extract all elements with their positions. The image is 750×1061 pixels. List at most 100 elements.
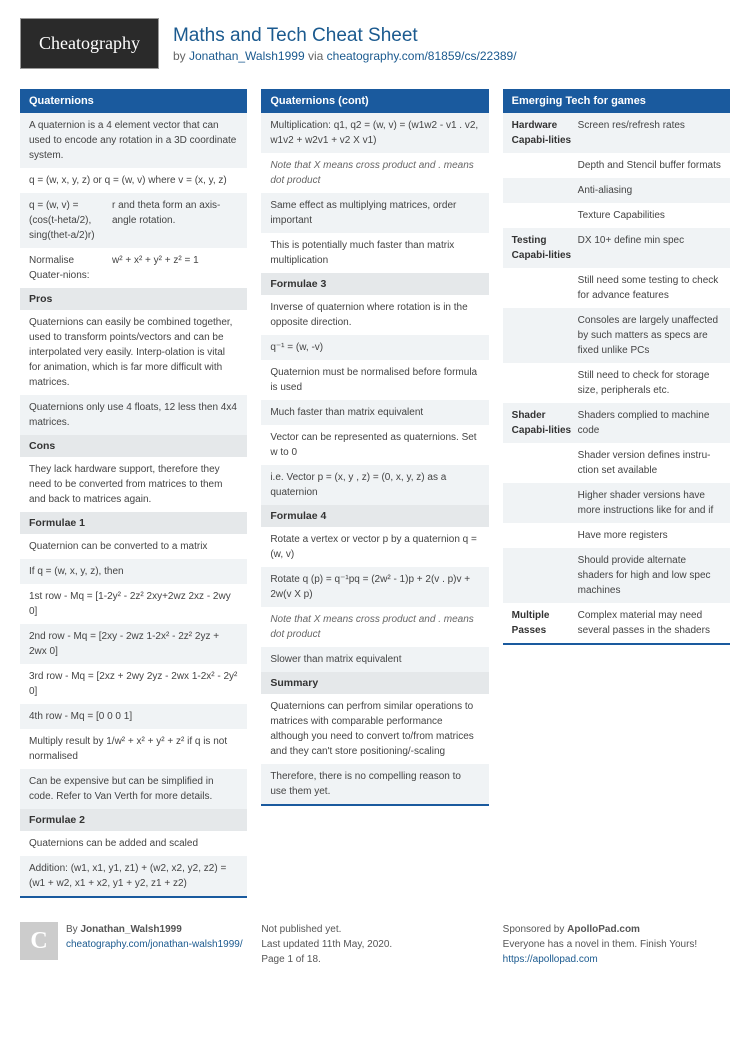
sponsor-prefix: Sponsored by xyxy=(503,924,568,935)
text-row: Vector can be represented as quaternions… xyxy=(261,425,488,465)
kv-key xyxy=(512,553,572,598)
author-link[interactable]: Jonathan_Walsh1999 xyxy=(189,49,305,63)
subheading-pros: Pros xyxy=(20,288,247,310)
text-row: Quaternion can be converted to a matrix xyxy=(20,534,247,559)
footer-author: C By Jonathan_Walsh1999 cheatography.com… xyxy=(20,922,247,967)
text-row: q = (w, x, y, z) or q = (w, v) where v =… xyxy=(20,168,247,193)
subheading-summary: Summary xyxy=(261,672,488,694)
text-row: Therefore, there is no compelling reason… xyxy=(261,764,488,806)
text-row: Quaternion must be normalised before for… xyxy=(261,360,488,400)
cheatography-icon: C xyxy=(20,922,58,960)
page-footer: C By Jonathan_Walsh1999 cheatography.com… xyxy=(0,912,750,985)
text-row: Quaternions can be added and scaled xyxy=(20,831,247,856)
page-title: Maths and Tech Cheat Sheet xyxy=(173,25,517,47)
byline-by: by xyxy=(173,49,189,63)
footer-meta-2: Last updated 11th May, 2020. xyxy=(261,937,488,952)
sponsor-name: ApolloPad.com xyxy=(567,924,640,935)
text-row: Much faster than matrix equivalent xyxy=(261,400,488,425)
kv-value: Screen res/refresh rates xyxy=(578,118,721,148)
kv-key xyxy=(512,208,572,223)
kv-key xyxy=(512,313,572,358)
kv-row: Still need some testing to check for adv… xyxy=(503,268,730,308)
text-row: Rotate a vertex or vector p by a quatern… xyxy=(261,527,488,567)
cell: r and theta form an axis-angle rotation. xyxy=(112,198,238,243)
kv-row: Higher shader versions have more instruc… xyxy=(503,483,730,523)
kv-key: Testing Capabi-lities xyxy=(512,233,572,263)
text-row: Quaternions can easily be combined toget… xyxy=(20,310,247,395)
kv-value: Should provide alternate shaders for hig… xyxy=(578,553,721,598)
text-row: Same effect as multiplying matrices, ord… xyxy=(261,193,488,233)
content-columns: Quaternions A quaternion is a 4 element … xyxy=(0,81,750,912)
kv-value: Texture Capabilities xyxy=(578,208,721,223)
byline-via: via xyxy=(305,49,327,63)
kv-row: Depth and Stencil buffer formats xyxy=(503,153,730,178)
text-row: They lack hardware support, therefore th… xyxy=(20,457,247,512)
column-1: Quaternions A quaternion is a 4 element … xyxy=(20,89,247,898)
text-row: q = (w, v) = (cos(t-heta/2), sing(thet-a… xyxy=(20,193,247,248)
byline: by Jonathan_Walsh1999 via cheatography.c… xyxy=(173,49,517,63)
subheading-formulae-2: Formulae 2 xyxy=(20,809,247,831)
sponsor-link[interactable]: https://apollopad.com xyxy=(503,954,598,965)
footer-by: By xyxy=(66,924,80,935)
kv-row: Consoles are largely unaffected by such … xyxy=(503,308,730,363)
kv-key xyxy=(512,448,572,478)
text-row: A quaternion is a 4 element vector that … xyxy=(20,113,247,168)
footer-author-name: Jonathan_Walsh1999 xyxy=(80,924,181,935)
section-header-quaternions-cont: Quaternions (cont) xyxy=(261,89,488,113)
kv-row: Hardware Capabi-litiesScreen res/refresh… xyxy=(503,113,730,153)
note-row: Note that X means cross product and . me… xyxy=(261,607,488,647)
kv-row: Shader version defines instru-ction set … xyxy=(503,443,730,483)
note-row: Note that X means cross product and . me… xyxy=(261,153,488,193)
text-row: Quaternions can perfrom similar operatio… xyxy=(261,694,488,764)
kv-row: Texture Capabilities xyxy=(503,203,730,228)
kv-value: Still need to check for storage size, pe… xyxy=(578,368,721,398)
section-header-quaternions: Quaternions xyxy=(20,89,247,113)
kv-key: Multiple Passes xyxy=(512,608,572,638)
page-header: Cheatography Maths and Tech Cheat Sheet … xyxy=(0,0,750,81)
kv-key xyxy=(512,368,572,398)
text-row: Quaternions only use 4 floats, 12 less t… xyxy=(20,395,247,435)
cell: w² + x² + y² + z² = 1 xyxy=(112,253,238,283)
kv-key xyxy=(512,273,572,303)
subheading-formulae-1: Formulae 1 xyxy=(20,512,247,534)
kv-value: Consoles are largely unaffected by such … xyxy=(578,313,721,358)
kv-value: Have more registers xyxy=(578,528,721,543)
footer-meta-3: Page 1 of 18. xyxy=(261,952,488,967)
kv-row: Shader Capabi-litiesShaders complied to … xyxy=(503,403,730,443)
kv-value: Still need some testing to check for adv… xyxy=(578,273,721,303)
text-row: Normalise Quater-nions: w² + x² + y² + z… xyxy=(20,248,247,288)
kv-value: DX 10+ define min spec xyxy=(578,233,721,263)
text-row: 4th row - Mq = [0 0 0 1] xyxy=(20,704,247,729)
logo: Cheatography xyxy=(20,18,159,69)
text-row: Can be expensive but can be simplified i… xyxy=(20,769,247,809)
text-row: Addition: (w1, x1, y1, z1) + (w2, x2, y2… xyxy=(20,856,247,898)
kv-row: Should provide alternate shaders for hig… xyxy=(503,548,730,603)
footer-sponsor: Sponsored by ApolloPad.com Everyone has … xyxy=(503,922,730,967)
kv-value: Shader version defines instru-ction set … xyxy=(578,448,721,478)
cell: Normalise Quater-nions: xyxy=(29,253,104,283)
sponsor-text: Everyone has a novel in them. Finish You… xyxy=(503,937,730,952)
section-header-emerging-tech: Emerging Tech for games xyxy=(503,89,730,113)
kv-key xyxy=(512,488,572,518)
subheading-formulae-4: Formulae 4 xyxy=(261,505,488,527)
column-2: Quaternions (cont) Multiplication: q1, q… xyxy=(261,89,488,898)
text-row: Slower than matrix equivalent xyxy=(261,647,488,672)
footer-meta-1: Not published yet. xyxy=(261,922,488,937)
kv-row: Anti-aliasing xyxy=(503,178,730,203)
subheading-cons: Cons xyxy=(20,435,247,457)
kv-row: Have more registers xyxy=(503,523,730,548)
source-link[interactable]: cheatography.com/81859/cs/22389/ xyxy=(327,49,517,63)
footer-author-link[interactable]: cheatography.com/jonathan-walsh1999/ xyxy=(66,939,243,950)
kv-row: Still need to check for storage size, pe… xyxy=(503,363,730,403)
kv-key xyxy=(512,183,572,198)
title-block: Maths and Tech Cheat Sheet by Jonathan_W… xyxy=(173,25,517,63)
kv-key xyxy=(512,158,572,173)
text-row: 2nd row - Mq = [2xy - 2wz 1-2x² - 2z² 2y… xyxy=(20,624,247,664)
footer-meta: Not published yet. Last updated 11th May… xyxy=(261,922,488,967)
text-row: 1st row - Mq = [1-2y² - 2z² 2xy+2wz 2xz … xyxy=(20,584,247,624)
text-row: Multiplication: q1, q2 = (w, v) = (w1w2 … xyxy=(261,113,488,153)
text-row: i.e. Vector p = (x, y , z) = (0, x, y, z… xyxy=(261,465,488,505)
kv-value: Higher shader versions have more instruc… xyxy=(578,488,721,518)
kv-row: Multiple PassesComplex material may need… xyxy=(503,603,730,645)
text-row: This is potentially much faster than mat… xyxy=(261,233,488,273)
